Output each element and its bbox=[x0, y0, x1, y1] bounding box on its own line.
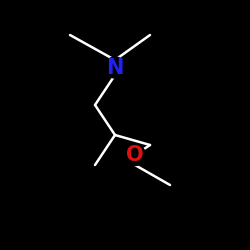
Circle shape bbox=[104, 57, 126, 78]
Circle shape bbox=[124, 144, 146, 166]
Text: O: O bbox=[126, 145, 144, 165]
Text: N: N bbox=[106, 58, 124, 78]
